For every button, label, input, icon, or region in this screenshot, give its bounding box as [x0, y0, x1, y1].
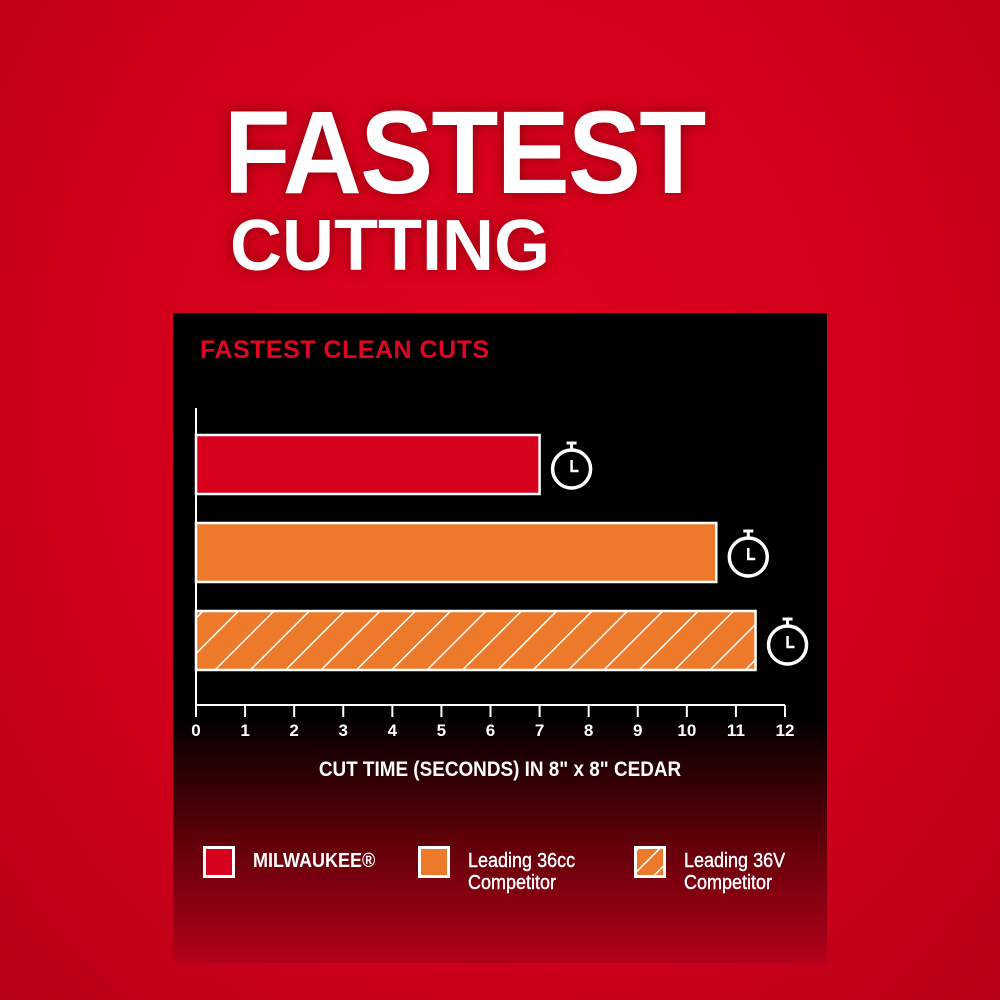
headline-line1: FASTEST [223, 87, 707, 219]
legend-label: Leading 36cc [468, 850, 576, 872]
x-tick-label: 10 [677, 721, 696, 740]
x-tick-label: 9 [633, 721, 642, 740]
chart-title: FASTEST CLEAN CUTS [200, 336, 490, 364]
x-tick-label: 2 [289, 721, 298, 740]
x-tick-label: 7 [535, 721, 544, 740]
legend-swatch-hatched [634, 846, 666, 878]
x-tick-label: 0 [191, 721, 200, 740]
x-tick-label: 6 [486, 721, 495, 740]
bar-1 [194, 433, 541, 496]
stopwatch-icon [550, 441, 593, 490]
x-tick-label: 5 [437, 721, 446, 740]
legend-item-milwaukee: MILWAUKEE® [203, 846, 389, 878]
x-axis-label: CUT TIME (SECONDS) IN 8" x 8" CEDAR [318, 758, 682, 781]
legend-label: Leading 36V [684, 850, 786, 872]
stopwatch-icon [766, 617, 809, 666]
x-tick-label: 3 [339, 721, 348, 740]
stopwatch-icon [727, 529, 770, 578]
x-tick-label: 1 [240, 721, 249, 740]
legend-label-2: Competitor [468, 872, 557, 894]
legend-swatch [418, 846, 450, 878]
legend-label: MILWAUKEE® [253, 850, 376, 872]
bar-3 [194, 609, 757, 672]
x-tick-label: 8 [584, 721, 593, 740]
legend-label-2: Competitor [684, 872, 773, 894]
bar-2 [194, 521, 718, 584]
x-tick-label: 12 [776, 721, 795, 740]
legend-item-36cc: Leading 36cc Competitor [418, 846, 587, 894]
legend-item-36v: Leading 36V Competitor [634, 846, 796, 894]
headline-line2: CUTTING [230, 206, 550, 286]
x-tick-label: 11 [727, 721, 745, 740]
legend-swatch [203, 846, 235, 878]
x-tick-label: 4 [388, 721, 398, 740]
